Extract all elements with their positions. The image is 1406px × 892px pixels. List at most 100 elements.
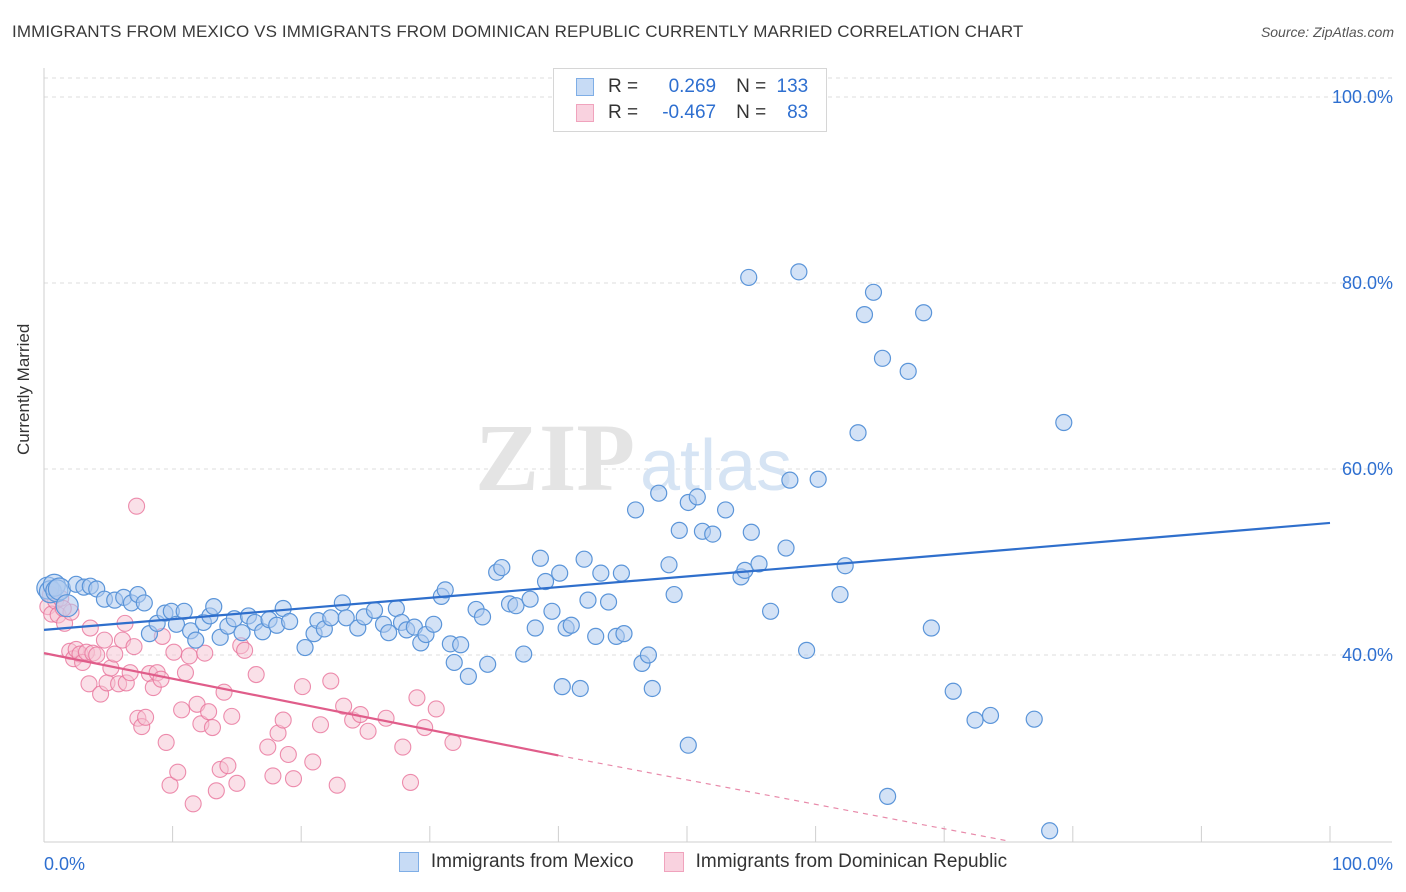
point-mexico — [459, 667, 477, 685]
point-dominican — [322, 672, 340, 690]
point-mexico — [445, 653, 463, 672]
point-dominican — [207, 782, 225, 800]
point-mexico — [562, 616, 580, 634]
point-mexico — [704, 525, 722, 543]
point-dominican — [95, 631, 113, 649]
point-dominican — [125, 638, 143, 656]
legend-swatch-dominican — [663, 852, 684, 872]
y-tick-label: 60.0% — [1342, 459, 1393, 479]
point-dominican — [394, 738, 412, 756]
point-mexico — [587, 627, 605, 646]
point-dominican — [377, 709, 395, 727]
point-dominican — [169, 763, 187, 781]
point-mexico — [579, 591, 597, 609]
point-mexico — [612, 564, 631, 582]
point-dominican — [165, 643, 183, 661]
point-mexico — [864, 283, 883, 301]
point-mexico — [135, 594, 153, 612]
point-mexico — [836, 557, 854, 575]
trend-line-mexico — [43, 521, 1331, 631]
legend-swatch-mexico — [576, 78, 594, 96]
legend-item-mexico: Immigrants from Mexico — [398, 851, 634, 873]
point-mexico — [55, 594, 79, 618]
n-label: N = — [736, 76, 767, 97]
point-mexico — [777, 539, 795, 557]
point-mexico — [553, 678, 571, 696]
legend-label-mexico: Immigrants from Mexico — [430, 851, 634, 872]
watermark-zip: ZIP — [475, 404, 635, 511]
point-mexico — [333, 594, 351, 612]
point-mexico — [761, 602, 780, 620]
point-mexico — [493, 558, 511, 577]
point-mexico — [781, 471, 799, 489]
point-mexico — [650, 484, 668, 502]
point-dominican — [444, 733, 462, 751]
point-mexico — [592, 564, 610, 582]
point-mexico — [639, 646, 658, 664]
point-mexico — [665, 585, 683, 604]
point-dominican — [408, 689, 426, 707]
point-mexico — [966, 711, 984, 729]
point-mexico — [571, 679, 589, 698]
point-dominican — [293, 678, 312, 696]
point-dominican — [121, 664, 139, 682]
source-label: Source: ZipAtlas.com — [1260, 24, 1394, 40]
trend-lines — [43, 521, 1331, 842]
point-mexico — [233, 624, 251, 642]
point-mexico — [551, 564, 569, 582]
point-mexico — [809, 470, 827, 488]
point-mexico — [790, 263, 808, 281]
point-dominican — [180, 647, 198, 665]
point-mexico — [855, 306, 874, 324]
point-mexico — [742, 523, 760, 541]
point-mexico — [670, 521, 688, 539]
point-mexico — [536, 572, 555, 591]
point-mexico — [740, 268, 758, 287]
point-mexico — [1025, 710, 1043, 728]
legend-label-dominican: Immigrants from Dominican Republic — [695, 851, 1008, 872]
point-mexico — [322, 609, 340, 627]
point-mexico — [531, 549, 549, 567]
point-mexico — [873, 349, 892, 367]
point-mexico — [521, 590, 539, 608]
stats-legend-row-mexico: R = 0.269 N = 133 — [576, 75, 808, 99]
point-mexico — [831, 585, 849, 604]
point-mexico — [507, 597, 525, 615]
point-mexico — [716, 501, 735, 519]
point-dominican — [427, 700, 445, 718]
point-mexico — [750, 555, 768, 573]
point-dominican — [81, 619, 99, 637]
point-dominican — [196, 644, 214, 662]
point-dominican — [173, 701, 191, 719]
n-value-mexico: 133 — [776, 76, 809, 97]
point-dominican — [259, 738, 277, 756]
point-mexico — [922, 619, 940, 637]
point-mexico — [849, 424, 867, 442]
point-dominican — [219, 757, 237, 775]
y-tick-label: 40.0% — [1342, 645, 1393, 665]
chart-title: IMMIGRANTS FROM MEXICO VS IMMIGRANTS FRO… — [12, 22, 1024, 41]
point-mexico — [281, 612, 299, 631]
point-mexico — [899, 362, 917, 380]
point-dominican — [128, 497, 146, 515]
point-mexico — [599, 593, 618, 611]
point-dominican — [401, 773, 420, 791]
r-label: R = — [608, 102, 639, 123]
series-legend: Immigrants from Mexico Immigrants from D… — [0, 851, 1406, 873]
point-dominican — [274, 711, 292, 729]
point-mexico — [337, 609, 355, 627]
point-mexico — [575, 550, 593, 568]
legend-item-dominican: Immigrants from Dominican Republic — [663, 851, 1008, 873]
watermark: ZIP atlas — [475, 404, 792, 511]
point-mexico — [380, 624, 398, 642]
point-mexico — [526, 619, 544, 637]
point-mexico — [543, 602, 561, 620]
point-dominican — [176, 664, 195, 682]
point-dominican — [203, 718, 222, 737]
point-mexico — [187, 631, 205, 649]
point-mexico — [944, 682, 962, 700]
point-dominican — [106, 645, 124, 663]
legend-swatch-mexico — [398, 852, 419, 872]
point-mexico — [479, 655, 497, 673]
